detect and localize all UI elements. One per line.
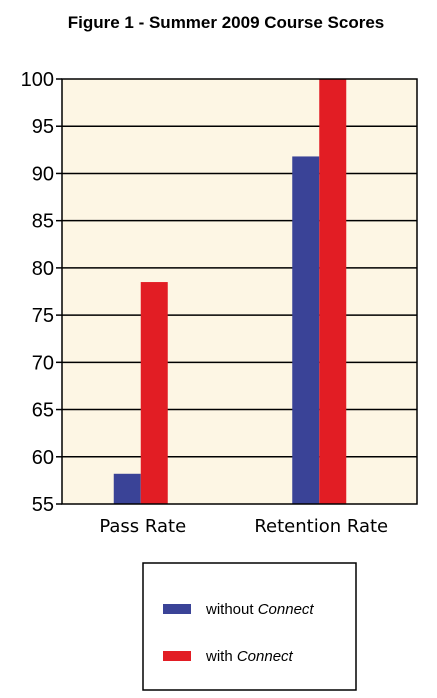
y-tick-label: 80 xyxy=(32,258,54,280)
y-tick-label: 90 xyxy=(32,163,54,185)
plot-frame xyxy=(61,78,418,505)
chart-title: Figure 1 - Summer 2009 Course Scores xyxy=(68,13,385,32)
y-tick-label: 65 xyxy=(32,400,54,422)
y-tick-label: 55 xyxy=(32,494,54,516)
y-tick-label: 60 xyxy=(32,447,54,469)
y-tick-label: 75 xyxy=(32,305,54,327)
legend: without Connect with Connect xyxy=(142,562,357,691)
y-tick-label: 95 xyxy=(32,116,54,138)
plot-area xyxy=(62,79,417,504)
bars xyxy=(113,79,347,504)
legend-swatch xyxy=(163,651,191,661)
grid-lines xyxy=(62,125,417,458)
legend-label: with Connect xyxy=(205,648,294,665)
bar xyxy=(140,282,168,504)
y-tick-label: 100 xyxy=(21,69,54,91)
y-tick-label: 70 xyxy=(32,352,54,374)
legend-label: without Connect xyxy=(205,601,314,618)
y-axis: 55 60 65 70 75 80 85 90 95 100 xyxy=(21,69,62,516)
x-category-label: Retention Rate xyxy=(254,516,388,537)
y-tick-label: 85 xyxy=(32,211,54,233)
x-category-label: Pass Rate xyxy=(99,516,186,537)
legend-box xyxy=(142,562,357,691)
x-axis: Pass Rate Retention Rate xyxy=(99,516,388,537)
bar xyxy=(113,473,141,504)
legend-swatch xyxy=(163,604,191,614)
bar xyxy=(319,79,347,504)
bar xyxy=(292,156,320,504)
